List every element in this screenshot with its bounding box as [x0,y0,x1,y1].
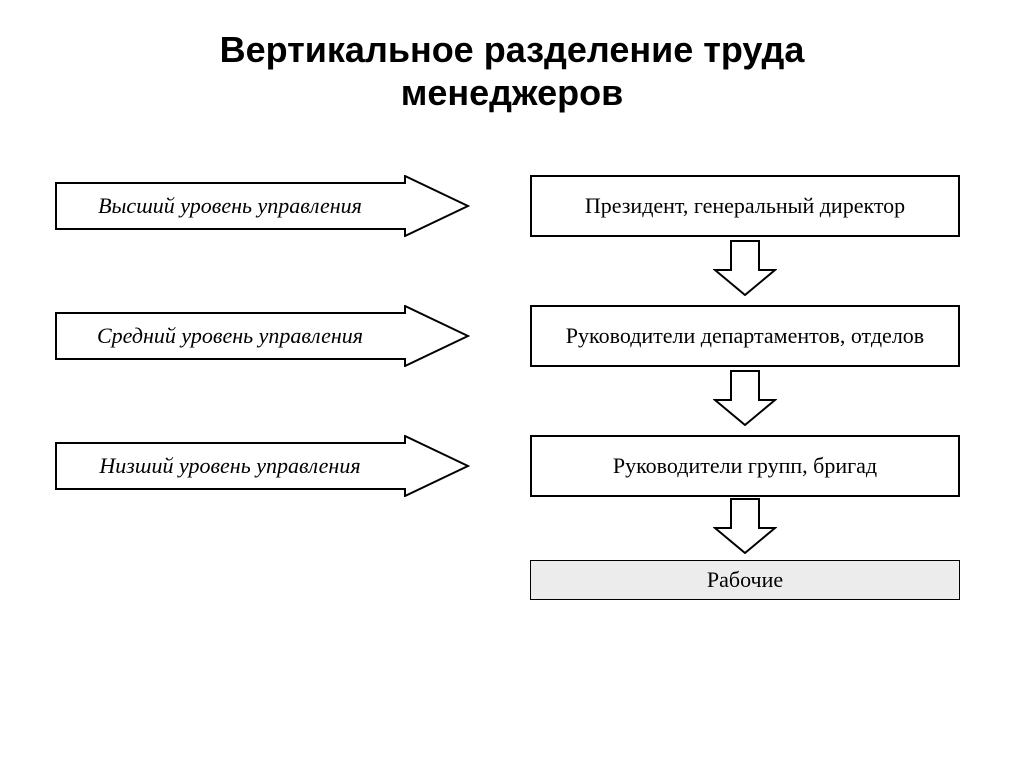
role-box-3: Руководители групп, бригад [530,435,960,497]
row-level-1: Высший уровень управления Президент, ген… [55,175,975,237]
row-level-3: Низший уровень управления Руководители г… [55,435,975,497]
block-arrow-down-icon [713,498,777,554]
title-line1: Вертикальное разделение труда [220,29,805,70]
down-arrow-2 [713,370,777,426]
down-arrow-3 [713,498,777,554]
level-arrow-1: Высший уровень управления [55,175,470,237]
level-label-3: Низший уровень управления [55,441,405,491]
level-arrow-3: Низший уровень управления [55,435,470,497]
down-arrow-1 [713,240,777,296]
level-arrow-2: Средний уровень управления [55,305,470,367]
level-label-2: Средний уровень управления [55,311,405,361]
role-box-1: Президент, генеральный директор [530,175,960,237]
role-box-2: Руководители департаментов, отделов [530,305,960,367]
level-label-1: Высший уровень управления [55,181,405,231]
diagram: Высший уровень управления Президент, ген… [55,175,975,497]
final-box: Рабочие [530,560,960,600]
title-line2: менеджеров [401,72,623,113]
page-title: Вертикальное разделение труда менеджеров [0,28,1024,114]
block-arrow-down-icon [713,370,777,426]
block-arrow-down-icon [713,240,777,296]
row-level-2: Средний уровень управления Руководители … [55,305,975,367]
